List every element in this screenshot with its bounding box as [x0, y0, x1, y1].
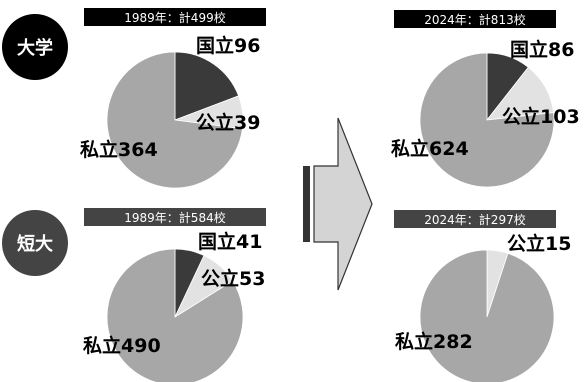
- header-bar: [394, 10, 556, 28]
- header-bar: [84, 8, 266, 26]
- pie-panel-junior-college-2024: 2024年：計297校 公立15 私立282: [394, 210, 571, 382]
- slice-label-national: 国立96: [196, 34, 260, 57]
- pie-slices: [419, 249, 555, 382]
- group-label-university: 大学: [17, 37, 53, 59]
- slice-label-public: 公立15: [507, 232, 571, 255]
- chart-title: 2024年：計297校: [424, 212, 525, 227]
- slice-label-public: 公立53: [201, 267, 265, 290]
- chart-title: 2024年：計813校: [424, 12, 525, 27]
- pie-slices: [106, 248, 244, 382]
- slice-label-national: 国立41: [198, 230, 262, 253]
- chart-title: 1989年：計499校: [124, 10, 225, 25]
- slice-label-national: 国立86: [510, 38, 574, 61]
- pie-slice: [106, 248, 244, 382]
- slice-label-private: 私立282: [395, 330, 473, 353]
- pie-slices: [106, 51, 244, 189]
- slice-label-public: 公立39: [196, 111, 260, 134]
- pie-slice: [419, 52, 555, 188]
- group-marker-university: 大学: [2, 14, 68, 80]
- pie-panel-university-2024: 2024年：計813校 国立86 公立103 私立624: [391, 10, 580, 188]
- slice-label-private: 私立624: [391, 137, 469, 160]
- group-circle-university: [2, 14, 68, 80]
- pie-slices: [419, 52, 555, 188]
- period-arrow: [303, 117, 373, 291]
- group-circle-junior-college: [2, 210, 68, 276]
- arrow-tail-bar: [303, 166, 310, 242]
- chart-title: 1989年：計584校: [124, 210, 225, 225]
- pie-panel-university-1989: 1989年：計499校 国立96 公立39 私立364: [80, 8, 266, 189]
- group-label-junior-college: 短大: [17, 233, 53, 255]
- header-bar: [394, 210, 556, 228]
- slice-label-private: 私立490: [83, 334, 161, 357]
- group-marker-junior-college: 短大: [2, 210, 68, 276]
- pie-panel-junior-college-1989: 1989年：計584校 国立41 公立53 私立490: [83, 208, 266, 382]
- header-bar: [84, 208, 266, 226]
- slice-label-private: 私立364: [80, 138, 158, 161]
- pie-slice: [106, 51, 243, 189]
- arrow-shape: [313, 117, 373, 291]
- pie-slice: [174, 51, 240, 121]
- pie-slice: [419, 249, 555, 382]
- slice-label-public: 公立103: [502, 105, 580, 128]
